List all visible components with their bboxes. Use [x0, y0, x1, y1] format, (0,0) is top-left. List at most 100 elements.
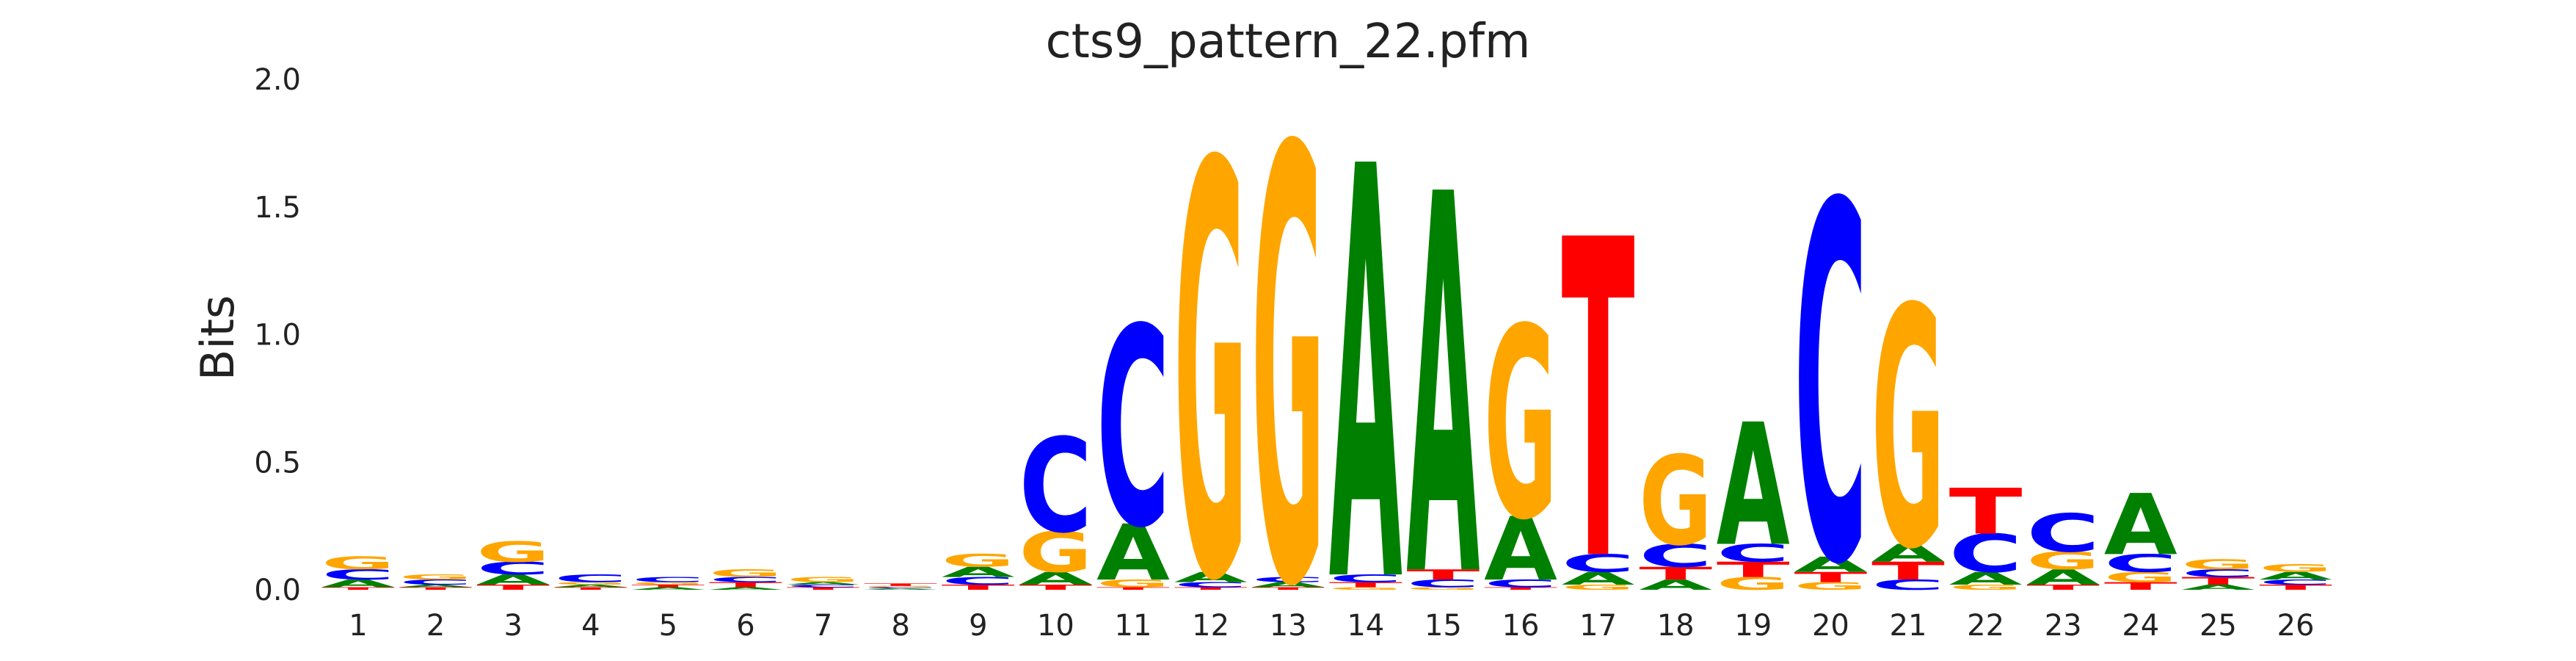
logo-letter-A: A	[2026, 566, 2100, 590]
x-tick-label: 22	[1967, 609, 2004, 643]
logo-letter-A: A	[631, 587, 705, 591]
x-tick-label: 15	[1425, 609, 1462, 643]
logo-letter-A: A	[864, 588, 937, 590]
chart-title: cts9_pattern_22.pfm	[1046, 15, 1531, 69]
logo-letter-G: G	[631, 582, 705, 586]
logo-letter-T: T	[1794, 569, 1867, 585]
logo-letter-A: A	[554, 584, 627, 588]
x-tick-label: 14	[1347, 609, 1384, 643]
logo-letter-C: C	[1717, 539, 1790, 568]
logo-letter-T: T	[1717, 557, 1790, 582]
logo-letter-C: C	[1329, 572, 1402, 585]
x-tick-label: 2	[426, 609, 445, 643]
logo-letter-G: G	[399, 573, 473, 581]
logo-letter-C: C	[1251, 576, 1325, 584]
x-tick-label: 3	[503, 609, 522, 643]
logo-letter-T: T	[1871, 557, 1945, 585]
x-tick-label: 7	[814, 609, 832, 643]
logo-letter-T: T	[864, 582, 937, 587]
logo-letter-A: A	[709, 587, 782, 591]
logo-letter-T: T	[554, 587, 627, 591]
logo-letter-G: G	[476, 536, 550, 568]
y-tick-label: 0.5	[254, 446, 301, 480]
logo-letter-T: T	[1174, 587, 1248, 591]
x-tick-label: 6	[736, 609, 754, 643]
logo-letter-A: A	[2181, 583, 2255, 591]
logo-letter-A: A	[1639, 577, 1712, 593]
y-axis-ticks: 0.0 0.5 1.0 1.5 2.0	[254, 63, 301, 607]
logo-letter-A: A	[2259, 570, 2332, 582]
logo-letter-T: T	[321, 587, 395, 591]
logo-letter-G: G	[709, 568, 782, 579]
logo-letter-G: G	[2026, 547, 2100, 576]
logo-letter-T: T	[2104, 580, 2177, 593]
logo-letter-T: T	[709, 581, 782, 589]
logo-letter-A: A	[399, 584, 473, 588]
x-tick-label: 26	[2277, 609, 2315, 643]
logo-letter-C: C	[1019, 412, 1092, 563]
logo-letter-C: C	[1562, 549, 1635, 578]
logo-letter-C: C	[864, 587, 937, 589]
x-tick-label: 8	[891, 609, 909, 643]
logo-letter-G: G	[1174, 48, 1248, 661]
logo-letter-G: G	[1096, 578, 1170, 590]
logo-letter-G: G	[2259, 563, 2332, 574]
logo-letter-G: G	[2181, 557, 2255, 573]
logo-letter-C: C	[709, 576, 782, 584]
logo-letter-T: T	[1096, 587, 1170, 591]
logo-letter-T: T	[1639, 563, 1713, 584]
logo-letter-T: T	[1406, 566, 1480, 582]
x-tick-label: 4	[581, 609, 600, 643]
logo-letter-A: A	[2104, 476, 2177, 574]
logo-letter-T: T	[2259, 583, 2332, 591]
x-tick-label: 23	[2045, 609, 2082, 643]
x-tick-label: 13	[1270, 609, 1307, 643]
logo-letter-T: T	[1251, 587, 1325, 591]
logo-letter-A: A	[1794, 552, 1867, 577]
logo-letter-A: A	[942, 564, 1015, 580]
logo-letter-C: C	[1174, 581, 1248, 589]
x-tick-label: 25	[2200, 609, 2237, 643]
logo-letter-T: T	[1019, 583, 1092, 591]
logo-letter-C: C	[2104, 549, 2177, 578]
logo-letter-C: C	[1639, 538, 1712, 574]
logo-letter-G: G	[1329, 587, 1402, 591]
logo-letter-T: T	[787, 587, 860, 591]
logo-letter-T: T	[631, 584, 705, 588]
logo-letter-G: G	[1949, 583, 2023, 591]
logo-letter-G: G	[554, 582, 627, 586]
logo-letter-T: T	[1949, 476, 2023, 549]
x-tick-label: 5	[659, 609, 677, 643]
y-tick-label: 0.0	[254, 574, 301, 607]
logo-letter-T: T	[942, 583, 1015, 591]
logo-letter-A: A	[476, 571, 550, 588]
logo-letter-G: G	[1406, 587, 1480, 591]
logo-letter-A: A	[1871, 539, 1945, 568]
logo-letter-C: C	[1794, 104, 1867, 661]
logo-letter-T: T	[1329, 581, 1402, 589]
logo-letter-C: C	[1949, 523, 2023, 584]
logo-letter-G: G	[787, 576, 860, 584]
logo-letter-G: G	[2104, 569, 2177, 585]
logo-letter-C: C	[1096, 270, 1170, 588]
logo-letter-A: A	[1096, 508, 1170, 598]
logo-letter-A: A	[787, 582, 860, 586]
logo-letter-A: A	[1251, 581, 1325, 589]
logo-letter-A: A	[1019, 568, 1092, 589]
logo-letter-C: C	[1406, 577, 1480, 590]
logo-letter-A: A	[1949, 568, 2023, 589]
x-tick-label: 10	[1037, 609, 1074, 643]
x-tick-label: 19	[1734, 609, 1772, 643]
logo-letter-G: G	[1717, 574, 1790, 594]
x-tick-label: 20	[1812, 609, 1849, 643]
x-tick-label: 24	[2122, 609, 2159, 643]
logo-letter-G: G	[864, 585, 937, 588]
logo-letter-T: T	[1562, 150, 1636, 658]
logo-letter-A: A	[1329, 50, 1403, 661]
logo-letter-C: C	[321, 566, 395, 582]
logo-letter-G: G	[1484, 272, 1557, 577]
logo-letter-C: C	[2181, 567, 2255, 579]
logo-letter-A: A	[1406, 87, 1480, 661]
x-tick-label: 17	[1579, 609, 1617, 643]
